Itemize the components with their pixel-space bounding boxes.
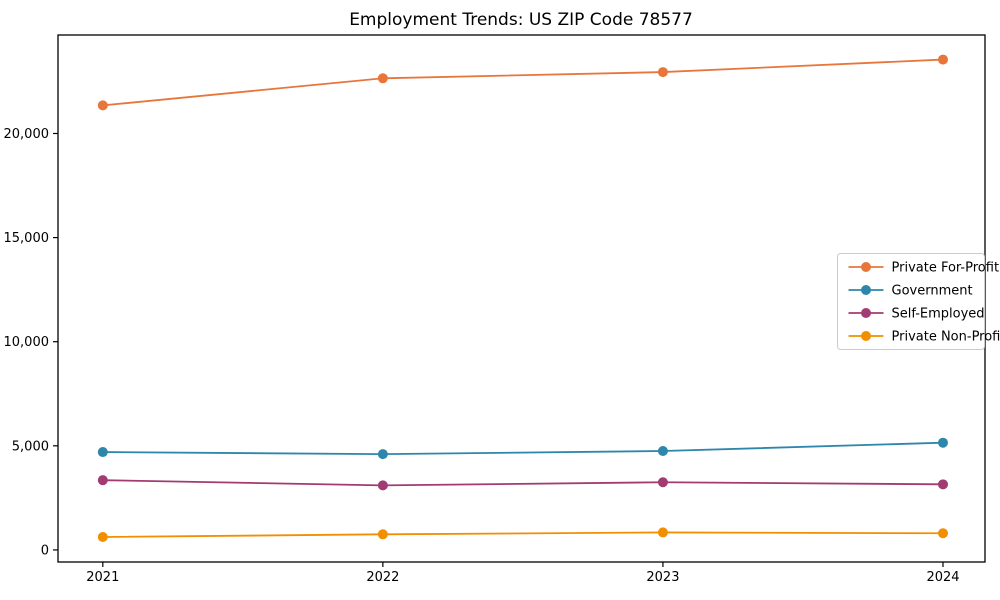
data-point-self-employed bbox=[97, 475, 108, 486]
data-point-private-for-profit bbox=[937, 54, 948, 65]
legend-marker-swatch bbox=[861, 331, 871, 341]
data-point-private-for-profit bbox=[97, 100, 108, 111]
data-point-government bbox=[377, 449, 388, 460]
legend-marker-swatch bbox=[861, 308, 871, 318]
y-tick-label: 15,000 bbox=[4, 231, 50, 246]
data-point-government bbox=[657, 446, 668, 457]
legend-label: Private For-Profit bbox=[892, 261, 1000, 276]
y-tick-label: 5,000 bbox=[12, 439, 49, 454]
legend-box bbox=[837, 253, 985, 350]
x-tick-label: 2023 bbox=[646, 570, 679, 585]
y-tick-label: 0 bbox=[41, 543, 49, 558]
series-line-private-for-profit bbox=[102, 58, 944, 107]
x-tick-label: 2024 bbox=[926, 570, 959, 585]
series-line-self-employed bbox=[102, 479, 943, 487]
data-point-private-non-profit bbox=[97, 532, 108, 543]
data-point-private-non-profit bbox=[377, 529, 388, 540]
chart-title: Employment Trends: US ZIP Code 78577 bbox=[349, 10, 693, 30]
legend-label: Private Non-Profit bbox=[892, 330, 1000, 345]
data-point-private-for-profit bbox=[657, 67, 668, 78]
data-point-private-non-profit bbox=[657, 527, 668, 538]
data-point-self-employed bbox=[657, 477, 668, 488]
data-point-private-non-profit bbox=[937, 528, 948, 539]
series-line-private-non-profit bbox=[102, 531, 943, 538]
x-tick-label: 2022 bbox=[366, 570, 399, 585]
data-point-government bbox=[937, 437, 948, 448]
data-point-self-employed bbox=[937, 479, 948, 490]
plot-area: 0 5,000 10,000 15,000 20,000 2021 2022 2023 2024… bbox=[4, 34, 1000, 585]
y-tick-label: 20,000 bbox=[4, 127, 50, 142]
y-tick-label: 10,000 bbox=[4, 335, 50, 350]
legend-marker-swatch bbox=[861, 285, 871, 295]
legend-label: Government bbox=[892, 284, 973, 299]
legend-marker-swatch bbox=[861, 262, 871, 272]
data-point-government bbox=[97, 447, 108, 458]
x-tick-label: 2021 bbox=[86, 570, 119, 585]
data-point-private-for-profit bbox=[377, 73, 388, 84]
legend-label: Self-Employed bbox=[892, 307, 985, 322]
series-line-government bbox=[102, 441, 944, 456]
data-point-self-employed bbox=[377, 480, 388, 491]
